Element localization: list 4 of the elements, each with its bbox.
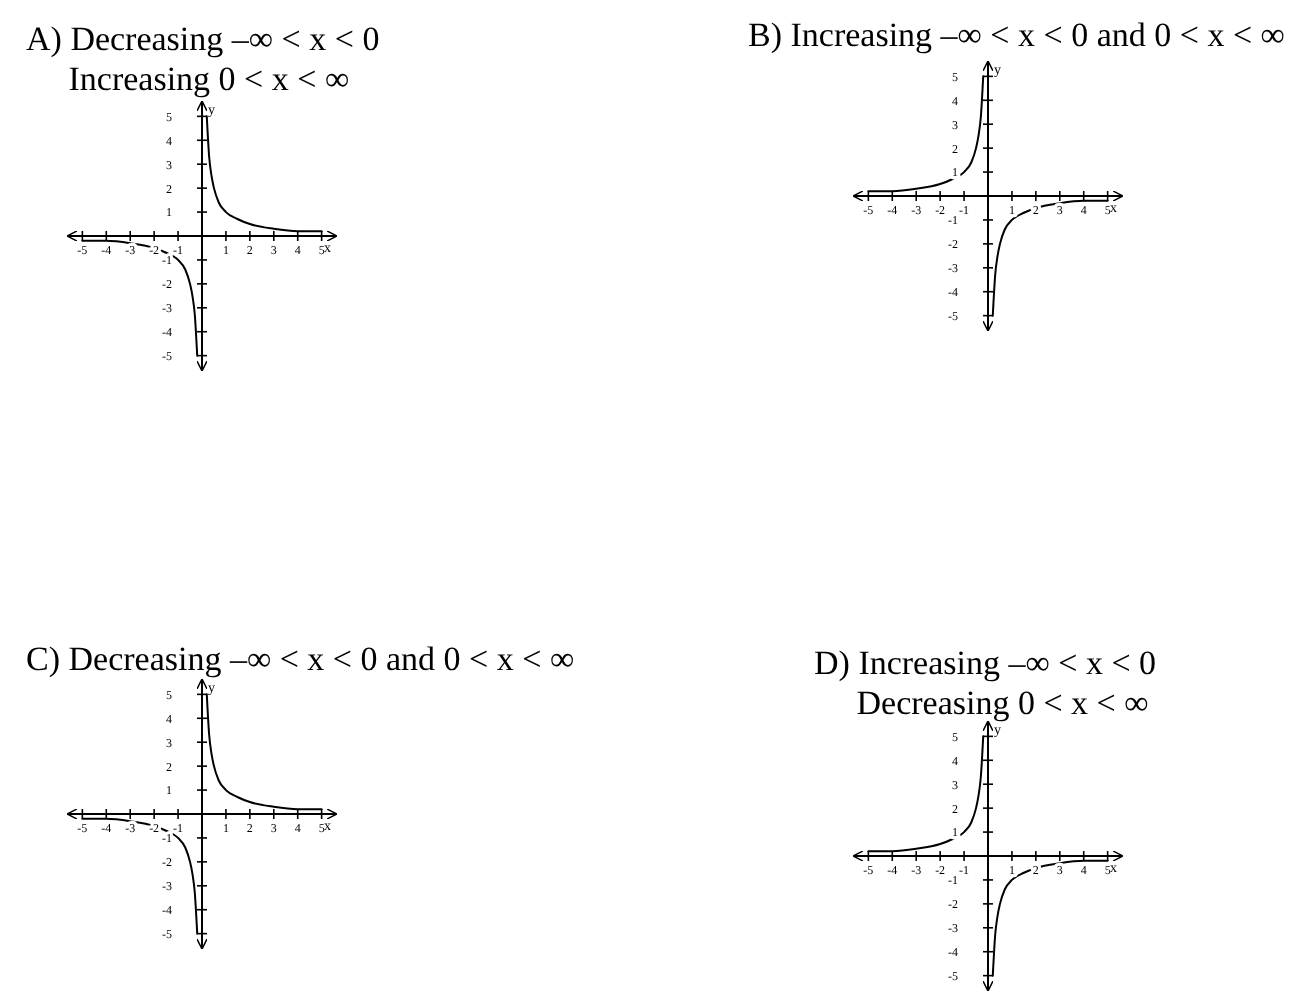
chart-title: C) Decreasing –∞ < x < 0 and 0 < x < ∞ bbox=[26, 640, 575, 680]
chart-title: B) Increasing –∞ < x < 0 and 0 < x < ∞ bbox=[748, 16, 1285, 56]
chart-title: D) Increasing –∞ < x < 0 Decreasing 0 < x < ∞ bbox=[814, 644, 1157, 724]
chart-title: A) Decreasing –∞ < x < 0 Increasing 0 < x < ∞ bbox=[26, 20, 380, 100]
